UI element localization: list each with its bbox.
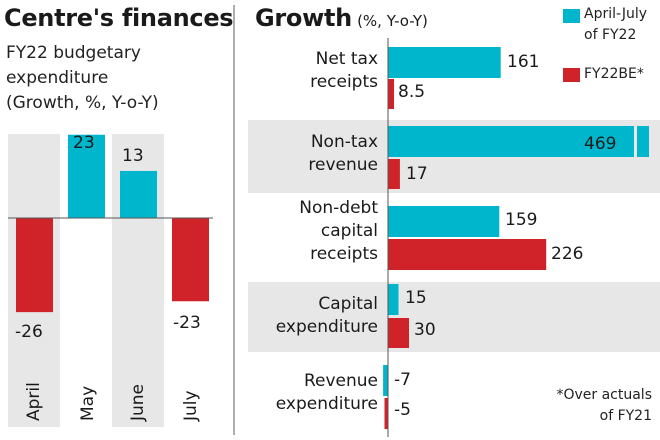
subtitle-line: (Growth, %, Y-o-Y) — [6, 93, 159, 113]
category-label-net-tax-receipts: Net tax receipts — [310, 48, 378, 94]
footnote-line: of FY21 — [599, 408, 652, 424]
bar-april — [16, 218, 53, 313]
legend-line: of FY22 — [584, 27, 637, 43]
legend-line: April-July — [584, 6, 648, 22]
bar-net-tax-receipts-fy22be — [388, 79, 394, 109]
value-label-non-debt-april-july: 159 — [505, 210, 538, 230]
bar-non-debt-capital-receipts-fy22be — [388, 239, 547, 270]
bar-capital-expenditure-fy22be — [388, 318, 409, 348]
value-label-non-tax-fy22be: 17 — [406, 164, 428, 184]
legend-label-april-july: April-July of FY22 — [584, 4, 647, 46]
month-label-april: April — [24, 382, 44, 421]
category-line: Non-tax — [310, 132, 378, 152]
category-line: receipts — [310, 72, 378, 92]
bar-revenue-expenditure-april-july — [383, 365, 388, 396]
bar-non-tax-revenue-april-july — [388, 126, 634, 157]
category-line: Capital — [318, 294, 378, 314]
category-label-capital-expenditure: Capital expenditure — [276, 293, 378, 339]
bar-revenue-expenditure-fy22be — [384, 398, 388, 429]
left-chart-subtitle: FY22 budgetary expenditure (Growth, %, Y… — [6, 41, 159, 116]
legend-label-fy22be: FY22BE* — [584, 66, 644, 82]
category-label-revenue-expenditure: Revenue expenditure — [276, 370, 378, 416]
right-chart-title: Growth (%, Y-o-Y) — [255, 4, 428, 32]
category-line: expenditure — [275, 394, 378, 414]
footnote-line: *Over actuals — [556, 387, 652, 403]
bar-non-tax-revenue-fy22be — [388, 159, 400, 189]
category-line: Revenue — [303, 371, 378, 391]
bar-july — [172, 218, 209, 302]
footnote: *Over actuals of FY21 — [556, 385, 652, 427]
value-label-net-tax-april-july: 161 — [507, 52, 540, 72]
month-label-may: May — [78, 385, 98, 421]
month-label-june: June — [128, 383, 148, 421]
category-line: revenue — [308, 155, 378, 175]
value-label-capex-fy22be: 30 — [414, 320, 436, 340]
value-label-may: 23 — [73, 133, 95, 153]
bar-capital-expenditure-april-july — [388, 284, 399, 315]
category-band-capital-expenditure — [248, 282, 660, 352]
value-label-net-tax-fy22be: 8.5 — [398, 82, 426, 102]
bar-may — [68, 134, 105, 218]
category-line: Non-debt — [299, 198, 378, 218]
bar-net-tax-receipts-april-july — [388, 47, 501, 78]
left-chart-title: Centre's finances — [4, 4, 234, 32]
category-line: capital — [320, 221, 378, 241]
category-line: Net tax — [315, 49, 378, 69]
subtitle-line: FY22 budgetary — [6, 43, 141, 63]
value-label-non-tax-april-july: 469 — [584, 134, 617, 154]
category-label-non-debt-capital-receipts: Non-debt capital receipts — [299, 197, 378, 266]
bar-non-debt-capital-receipts-april-july — [388, 206, 500, 237]
category-line: receipts — [310, 244, 378, 264]
value-label-april: -26 — [15, 322, 43, 342]
category-label-non-tax-revenue: Non-tax revenue — [308, 131, 378, 177]
category-line: expenditure — [275, 317, 378, 337]
value-label-revexp-fy22be: -5 — [394, 400, 411, 420]
bar-non-tax-revenue-april-july-break-stub — [637, 126, 649, 157]
value-label-non-debt-fy22be: 226 — [551, 244, 584, 264]
legend-swatch-april-july — [563, 9, 580, 23]
month-label-july: July — [181, 390, 201, 421]
value-label-capex-april-july: 15 — [405, 288, 427, 308]
bar-june — [120, 170, 157, 218]
value-label-revexp-april-july: -7 — [394, 370, 411, 390]
right-chart-title-main: Growth — [255, 4, 352, 32]
value-label-july: -23 — [173, 313, 201, 333]
legend-swatch-fy22be — [563, 68, 580, 82]
value-label-june: 13 — [122, 146, 144, 166]
subtitle-line: expenditure — [6, 68, 109, 88]
right-chart-title-units: (%, Y-o-Y) — [357, 12, 428, 30]
